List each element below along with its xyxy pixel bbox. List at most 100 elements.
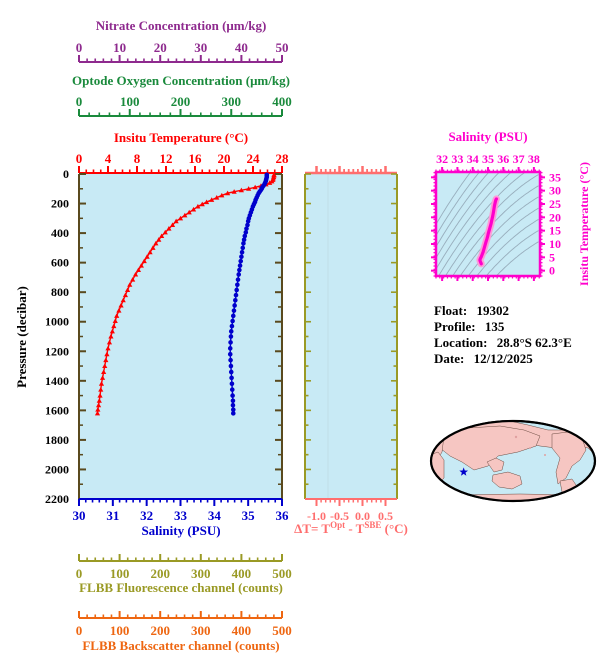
profile-marker xyxy=(244,226,249,231)
axis-tick-label: 500 xyxy=(272,623,292,638)
axis-tick-label: 0 xyxy=(76,94,83,109)
axis-tick-label: 30 xyxy=(73,508,86,523)
profile-marker xyxy=(232,303,237,308)
ts-salinity-tick-label: 35 xyxy=(482,152,494,166)
profile-marker xyxy=(228,357,233,363)
profile-marker xyxy=(241,241,246,246)
ts-temperature-tick-label: 35 xyxy=(549,170,561,184)
profile-marker xyxy=(199,201,205,207)
profile-marker xyxy=(132,271,139,277)
profile-marker xyxy=(227,346,233,351)
location-line: Location: 28.8°S 62.3°E xyxy=(434,335,572,350)
profile-marker xyxy=(156,237,162,242)
pressure-tick-label: 1000 xyxy=(45,315,69,329)
profile-marker xyxy=(239,249,245,255)
profile-marker xyxy=(238,258,244,264)
profile-marker xyxy=(135,267,142,273)
date-value: 12/12/2025 xyxy=(474,351,534,366)
pressure-tick-label: 200 xyxy=(51,197,69,211)
ts-temperature-tick-label: 25 xyxy=(549,197,561,211)
axis-tick-label: 36 xyxy=(276,508,290,523)
profile-line: Profile: 135 xyxy=(434,319,505,334)
profile-marker xyxy=(245,218,251,224)
profile-marker xyxy=(150,245,156,250)
map-location-star-icon xyxy=(459,467,469,476)
profile-marker xyxy=(177,215,184,221)
ts-salinity-tick-label: 38 xyxy=(528,152,540,166)
profile-marker xyxy=(116,308,122,313)
axis-tick-label: 0 xyxy=(76,623,83,638)
delta-t-tick-label: -0.5 xyxy=(330,509,349,523)
axis-tick-label: 0 xyxy=(76,566,83,581)
delta-t-panel: -1.0 -0.5 0.0 0.5 xyxy=(304,166,398,523)
profile-marker xyxy=(147,249,153,255)
backscatter-axis: 0 100 200 300 400 500 FLBB Backscatter channe… xyxy=(76,611,292,653)
profile-marker xyxy=(127,282,133,287)
ts-temperature-tick-label: 30 xyxy=(549,184,561,198)
profile-marker xyxy=(190,206,197,212)
profile-marker xyxy=(236,272,241,277)
profile-marker xyxy=(231,308,237,313)
profile-marker xyxy=(241,237,247,243)
profile-marker xyxy=(230,398,236,404)
profile-marker xyxy=(228,329,234,334)
ts-salinity-tick-label: 36 xyxy=(497,152,509,166)
profile-label: Profile: xyxy=(434,319,476,334)
profile-marker xyxy=(102,363,108,369)
axis-tick-label: 100 xyxy=(110,566,130,581)
axis-tick-label: 300 xyxy=(191,566,211,581)
map-border xyxy=(429,419,597,503)
profile-marker xyxy=(96,398,102,403)
profile-marker xyxy=(245,222,250,228)
profile-marker xyxy=(138,262,144,268)
profile-marker xyxy=(239,254,244,260)
temperature-profile-line xyxy=(96,174,275,414)
profile-marker xyxy=(105,345,111,351)
pressure-tick-label: 1400 xyxy=(45,374,69,388)
axis-tick-label: 0 xyxy=(76,151,83,166)
profile-marker xyxy=(94,410,101,416)
ts-salinity-tick-label: 34 xyxy=(467,152,479,166)
profile-marker xyxy=(230,318,235,324)
date-line: Date: 12/12/2025 xyxy=(434,351,533,366)
ts-curve xyxy=(478,197,499,266)
profile-marker xyxy=(124,287,131,292)
profile-marker xyxy=(231,189,237,194)
profile-marker xyxy=(230,393,235,398)
profile-marker xyxy=(173,218,179,224)
profile-marker xyxy=(237,267,242,273)
isopycnal-line xyxy=(436,172,472,225)
main-profile-panel: 0 200 400 600 800 1000 1200 1400 1600 1800 2000 220… xyxy=(14,167,289,538)
axis-tick-label: 12 xyxy=(160,151,173,166)
axis-tick-label: 32 xyxy=(140,508,153,523)
profile-marker xyxy=(228,363,234,369)
profile-marker xyxy=(153,240,159,246)
profile-marker xyxy=(108,333,114,339)
profile-marker xyxy=(169,222,176,227)
profile-marker xyxy=(233,298,238,303)
fluorescence-axis: 0 100 200 300 400 500 FLBB Fluorescence chann… xyxy=(76,554,292,595)
temperature-profile-markers xyxy=(94,172,277,416)
axis-tick-label: 34 xyxy=(208,508,222,523)
axis-tick-label: 24 xyxy=(247,151,261,166)
axis-tick-label: 35 xyxy=(242,508,256,523)
location-label: Location: xyxy=(434,335,487,350)
isopycnal-line xyxy=(438,172,527,276)
nitrate-axis: Nitrate Concentration (μm/kg) 0 10 20 30 40 5… xyxy=(76,18,289,63)
axis-tick-label: 100 xyxy=(110,623,130,638)
axis-tick-label: 300 xyxy=(222,94,242,109)
profile-marker xyxy=(214,195,220,200)
ts-temperature-tick-label: 20 xyxy=(549,210,561,224)
profile-marker xyxy=(230,402,236,408)
profile-marker xyxy=(204,199,210,205)
location-value: 28.8°S 62.3°E xyxy=(497,335,572,350)
float-label: Float: xyxy=(434,303,467,318)
profile-marker xyxy=(99,375,106,380)
delta-t-tick-label: -1.0 xyxy=(307,509,326,523)
oxygen-axis-title: Optode Oxygen Concentration (μm/kg) xyxy=(72,73,290,88)
profile-marker xyxy=(228,340,233,345)
isopycnal-line xyxy=(436,172,512,270)
profile-marker xyxy=(109,328,115,334)
profile-marker xyxy=(227,351,233,357)
